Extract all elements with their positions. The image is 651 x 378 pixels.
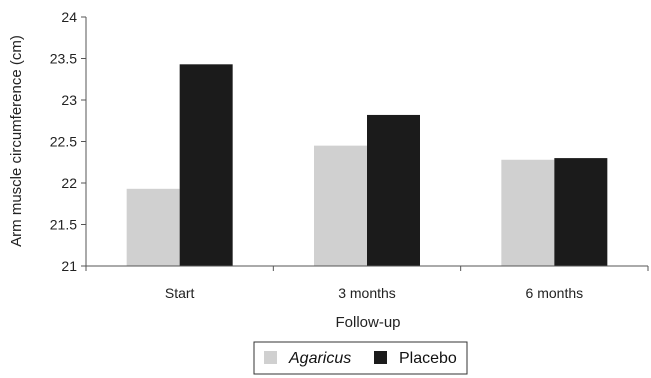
x-tick-label: 3 months (338, 285, 396, 301)
y-tick-label: 21.5 (50, 217, 77, 233)
legend-swatch-placebo (374, 351, 387, 364)
y-tick-label: 24 (61, 9, 77, 25)
bar-placebo-3-months (367, 114, 420, 266)
legend: Agaricus Placebo (253, 341, 468, 375)
bars (126, 64, 608, 266)
x-axis-ticks: Start 3 months 6 months (85, 266, 649, 301)
x-tick-label: Start (165, 285, 195, 301)
y-tick-label: 23.5 (50, 51, 77, 67)
x-axis-title: Follow-up (335, 314, 400, 331)
legend-swatch-agaricus (264, 351, 277, 364)
y-tick-label: 22 (61, 175, 77, 191)
legend-box (253, 341, 468, 375)
legend-label-agaricus: Agaricus (288, 350, 351, 367)
bar-placebo-6-months (554, 158, 608, 266)
y-tick-label: 22.5 (50, 134, 77, 150)
bar-agaricus-start (126, 188, 180, 266)
y-tick-label: 21 (61, 258, 77, 274)
bar-placebo-start (179, 64, 233, 266)
x-tick-label: 6 months (526, 285, 584, 301)
legend-label-placebo: Placebo (399, 350, 457, 367)
y-axis-ticks: 21 21.5 22 22.5 23 23.5 24 (50, 9, 86, 274)
bar-agaricus-6-months (501, 159, 555, 266)
y-tick-label: 23 (61, 92, 77, 108)
bar-agaricus-3-months (314, 145, 367, 266)
y-axis-title: Arm muscle circumference (cm) (8, 35, 25, 247)
